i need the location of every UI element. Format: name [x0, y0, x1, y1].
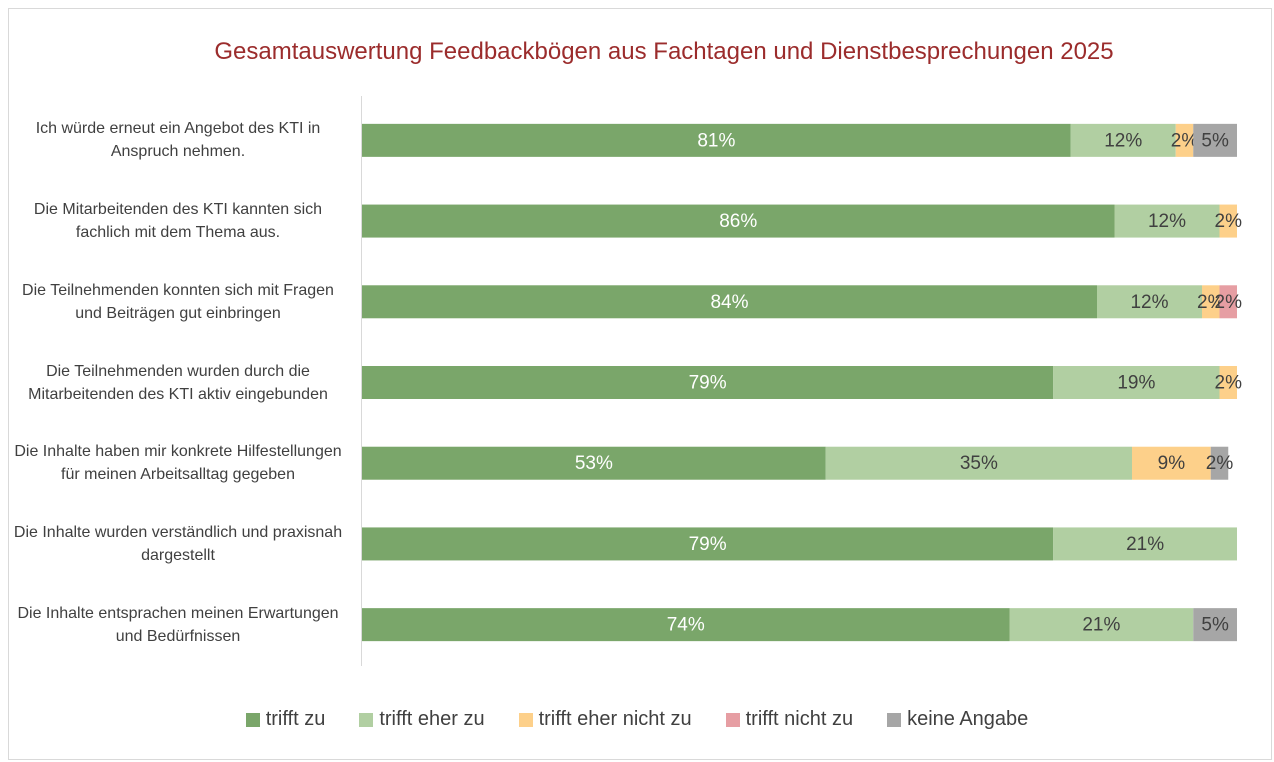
data-label: 5% [1201, 130, 1229, 151]
legend: trifft zu trifft eher zu trifft eher nicht… [0, 708, 1274, 731]
data-label: 2% [1197, 292, 1225, 313]
data-label: 2% [1215, 211, 1243, 232]
bar-segment [362, 123, 1071, 157]
chart-title: Gesamtauswertung Feedbackbögen aus Facht… [214, 38, 1114, 65]
data-label: 53% [575, 453, 613, 474]
legend-swatch [359, 712, 374, 727]
bar-segment [1219, 366, 1237, 399]
bar-segment [362, 285, 1097, 319]
data-label: 2% [1215, 292, 1243, 313]
bar-segment [1193, 123, 1237, 157]
bar-segment [362, 527, 1054, 561]
data-label: 5% [1201, 615, 1229, 636]
legend-label: keine Angabe [907, 708, 1029, 730]
legend-swatch [887, 712, 902, 727]
data-label: 35% [960, 453, 998, 474]
data-label: 79% [689, 373, 727, 394]
bar-segment [362, 608, 1010, 642]
bar-segment [362, 204, 1115, 238]
data-label: 81% [697, 130, 735, 151]
legend-label: trifft zu [265, 708, 326, 730]
legend-item: trifft zu [245, 708, 326, 731]
data-label: 9% [1158, 453, 1186, 474]
legend-item: trifft nicht zu [725, 708, 854, 731]
bar-segment [1132, 446, 1211, 480]
bar-segment [1009, 608, 1194, 642]
legend-item: trifft eher nicht zu [518, 708, 692, 731]
data-label: 79% [689, 534, 727, 555]
data-label: 21% [1082, 615, 1120, 636]
legend-label: trifft eher nicht zu [538, 708, 692, 730]
data-label: 12% [1130, 292, 1168, 313]
data-label: 2% [1215, 373, 1243, 394]
bar-segment [1053, 527, 1237, 561]
bar-segment [1070, 123, 1176, 157]
data-label: 86% [719, 211, 757, 232]
legend-swatch [245, 712, 260, 727]
bar-segment [1219, 285, 1237, 319]
bar-segment [1053, 366, 1220, 399]
legend-swatch [518, 712, 533, 727]
bar-segment [362, 446, 826, 480]
category-label: Die Inhalte wurden verständlich und prax… [13, 523, 343, 564]
data-label: 21% [1126, 534, 1164, 555]
legend-label: trifft nicht zu [745, 708, 854, 730]
data-label: 84% [710, 292, 748, 313]
category-label: Die Inhalte haben mir konkrete Hilfestel… [14, 443, 342, 484]
category-label: Die Teilnehmenden wurden durch die Mitar… [28, 362, 328, 403]
bar-segment [1114, 204, 1220, 238]
category-label: Die Inhalte entsprachen meinen Erwartung… [17, 604, 339, 645]
bar-segment [825, 446, 1132, 480]
bar-segment [1193, 608, 1237, 642]
legend-item: trifft eher zu [359, 708, 485, 731]
bar-segment [1175, 123, 1194, 157]
chart-frame [8, 8, 1272, 760]
bar-segment [1097, 285, 1202, 319]
data-label: 2% [1206, 453, 1234, 474]
data-label: 19% [1117, 373, 1155, 394]
data-label: 12% [1148, 211, 1186, 232]
category-label: Die Teilnehmenden konnten sich mit Frage… [22, 281, 334, 322]
bar-segment [362, 366, 1054, 399]
legend-swatch [725, 712, 740, 727]
category-label: Ich würde erneut ein Angebot des KTI in … [35, 120, 321, 161]
data-label: 12% [1104, 130, 1142, 151]
data-label: 2% [1171, 130, 1199, 151]
bar-segment [1219, 204, 1237, 238]
bar-segment [1202, 285, 1220, 319]
bar-segment [1210, 446, 1229, 480]
legend-label: trifft eher zu [379, 708, 485, 730]
legend-item: keine Angabe [887, 708, 1028, 731]
category-label: Die Mitarbeitenden des KTI kannten sich … [33, 201, 323, 242]
data-label: 74% [667, 615, 705, 636]
